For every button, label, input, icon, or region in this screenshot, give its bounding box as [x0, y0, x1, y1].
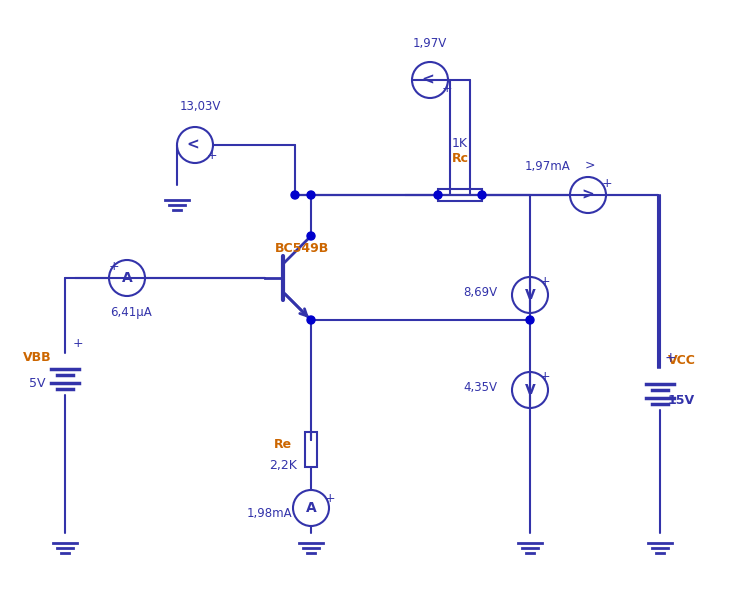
Text: 8,69V: 8,69V: [463, 286, 497, 299]
Text: +: +: [665, 351, 677, 365]
Circle shape: [307, 191, 315, 199]
Text: 1K: 1K: [452, 137, 468, 150]
Text: V: V: [525, 383, 535, 397]
Text: 1,97mA: 1,97mA: [525, 160, 571, 173]
Text: +: +: [207, 148, 218, 161]
Text: >: >: [585, 159, 596, 172]
Text: VCC: VCC: [668, 353, 696, 366]
Text: 13,03V: 13,03V: [179, 100, 221, 113]
Text: <: <: [187, 137, 199, 153]
Bar: [305, 432, 317, 467]
Text: 6,41μA: 6,41μA: [110, 306, 152, 319]
Text: 2,2K: 2,2K: [269, 458, 297, 472]
Text: BC549B: BC549B: [275, 241, 330, 254]
Text: 1,98mA: 1,98mA: [246, 507, 292, 519]
Text: 1,97V: 1,97V: [413, 37, 447, 50]
Text: +: +: [73, 336, 84, 349]
Circle shape: [434, 191, 442, 199]
Text: +: +: [442, 81, 453, 94]
Text: +: +: [540, 369, 550, 382]
Text: A: A: [305, 501, 316, 515]
Circle shape: [291, 191, 299, 199]
Text: <: <: [421, 72, 434, 88]
Circle shape: [307, 316, 315, 324]
Circle shape: [526, 316, 534, 324]
Text: +: +: [540, 274, 550, 287]
Text: Rc: Rc: [451, 152, 469, 165]
Text: 15V: 15V: [668, 393, 695, 406]
Text: +: +: [325, 491, 335, 505]
Text: VBB: VBB: [23, 350, 51, 363]
Text: 5V: 5V: [28, 376, 45, 389]
Circle shape: [478, 191, 486, 199]
Text: A: A: [122, 271, 133, 285]
Circle shape: [307, 232, 315, 240]
Text: Re: Re: [274, 438, 292, 452]
Text: +: +: [109, 260, 120, 273]
Text: 4,35V: 4,35V: [463, 380, 497, 393]
Bar: [438, 189, 482, 201]
Text: +: +: [602, 177, 612, 190]
Text: V: V: [525, 288, 535, 302]
Text: >: >: [582, 187, 594, 203]
